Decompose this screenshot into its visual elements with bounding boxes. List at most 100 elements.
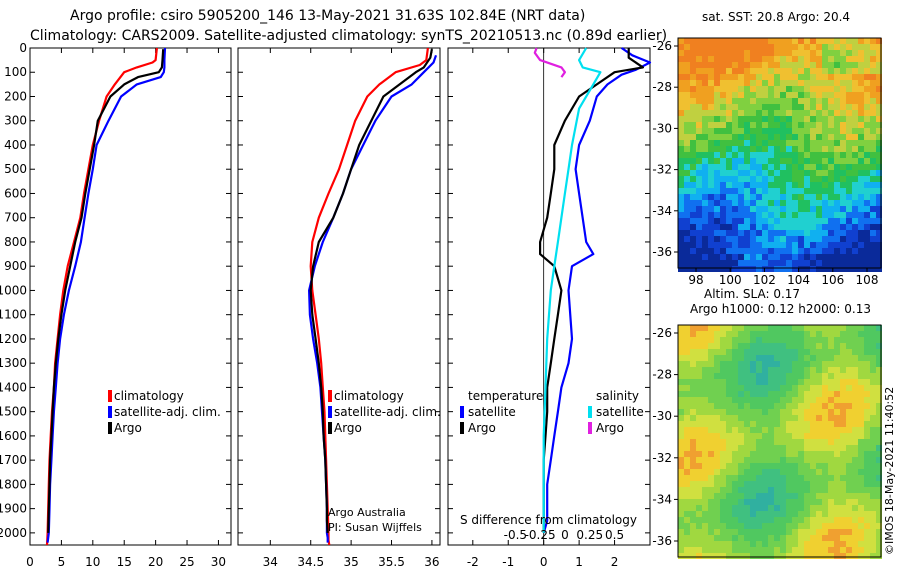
map-cell (714, 170, 720, 176)
map-cell (828, 397, 834, 403)
map-cell (714, 266, 720, 272)
map-cell (732, 260, 738, 266)
map-cell (822, 266, 828, 272)
map-cell (732, 361, 738, 367)
map-cell (720, 146, 726, 152)
map-cell (780, 427, 786, 433)
map-cell (720, 86, 726, 92)
map-cell (690, 379, 696, 385)
map-cell (750, 68, 756, 74)
map-cell (744, 194, 750, 200)
map-cell (744, 505, 750, 511)
map-cell (732, 134, 738, 140)
map-cell (726, 553, 732, 559)
x-tick-label: 35 (343, 555, 358, 569)
map-cell (744, 152, 750, 158)
map-cell (846, 116, 852, 122)
map-cell (696, 553, 702, 559)
map-cell (708, 541, 714, 547)
map-cell (774, 212, 780, 218)
map-cell (876, 158, 882, 164)
map-cell (732, 523, 738, 529)
map-cell (870, 182, 876, 188)
map-cell (804, 218, 810, 224)
map-cell (768, 367, 774, 373)
map-cell (744, 331, 750, 337)
map-cell (696, 110, 702, 116)
map-cell (774, 409, 780, 415)
map-cell (744, 349, 750, 355)
map-cell (690, 248, 696, 254)
map-cell (852, 373, 858, 379)
map-cell (798, 62, 804, 68)
map-cell (852, 200, 858, 206)
map-cell (828, 266, 834, 272)
map-cell (756, 325, 762, 331)
map-cell (828, 122, 834, 128)
map-cell (762, 242, 768, 248)
map-cell (804, 541, 810, 547)
map-cell (768, 224, 774, 230)
map-cell (678, 266, 684, 272)
map-cell (780, 355, 786, 361)
map-cell (684, 122, 690, 128)
map-cell (870, 254, 876, 260)
map-cell (804, 421, 810, 427)
map-cell (780, 44, 786, 50)
map-cell (804, 469, 810, 475)
map-cell (786, 373, 792, 379)
map-cell (780, 140, 786, 146)
map-cell (840, 481, 846, 487)
map-cell (762, 469, 768, 475)
map-cell (792, 146, 798, 152)
map-cell (738, 230, 744, 236)
map-cell (786, 74, 792, 80)
map-cell (810, 349, 816, 355)
map-cell (852, 547, 858, 553)
map-cell (678, 176, 684, 182)
map-cell (810, 182, 816, 188)
map-cell (846, 445, 852, 451)
map-cell (738, 373, 744, 379)
map-cell (684, 511, 690, 517)
map-cell (768, 547, 774, 553)
map-cell (834, 511, 840, 517)
map-cell (744, 427, 750, 433)
map-cell (774, 361, 780, 367)
map-cell (720, 110, 726, 116)
map-cell (738, 391, 744, 397)
map-cell (714, 182, 720, 188)
map-cell (786, 523, 792, 529)
map-cell (834, 325, 840, 331)
map-cell (852, 511, 858, 517)
map-cell (822, 337, 828, 343)
map-cell (678, 343, 684, 349)
map-cell (792, 98, 798, 104)
map-cell (684, 38, 690, 44)
map-cell (774, 433, 780, 439)
map-cell (792, 188, 798, 194)
legend-label-climatology: climatology (334, 389, 404, 403)
map-cell (822, 415, 828, 421)
map-cell (828, 56, 834, 62)
map-cell (684, 110, 690, 116)
map-cell (834, 337, 840, 343)
map-cell (834, 397, 840, 403)
map-cell (792, 511, 798, 517)
map-cell (792, 68, 798, 74)
map-cell (846, 385, 852, 391)
map-cell (774, 134, 780, 140)
map-cell (702, 355, 708, 361)
map-cell (738, 260, 744, 266)
map-cell (780, 122, 786, 128)
map-cell (816, 403, 822, 409)
map-cell (792, 224, 798, 230)
map-cell (768, 535, 774, 541)
map-cell (798, 391, 804, 397)
map-cell (846, 553, 852, 559)
map-cell (762, 493, 768, 499)
map-cell (786, 200, 792, 206)
map-cell (684, 266, 690, 272)
map-cell (690, 373, 696, 379)
map-cell (774, 541, 780, 547)
